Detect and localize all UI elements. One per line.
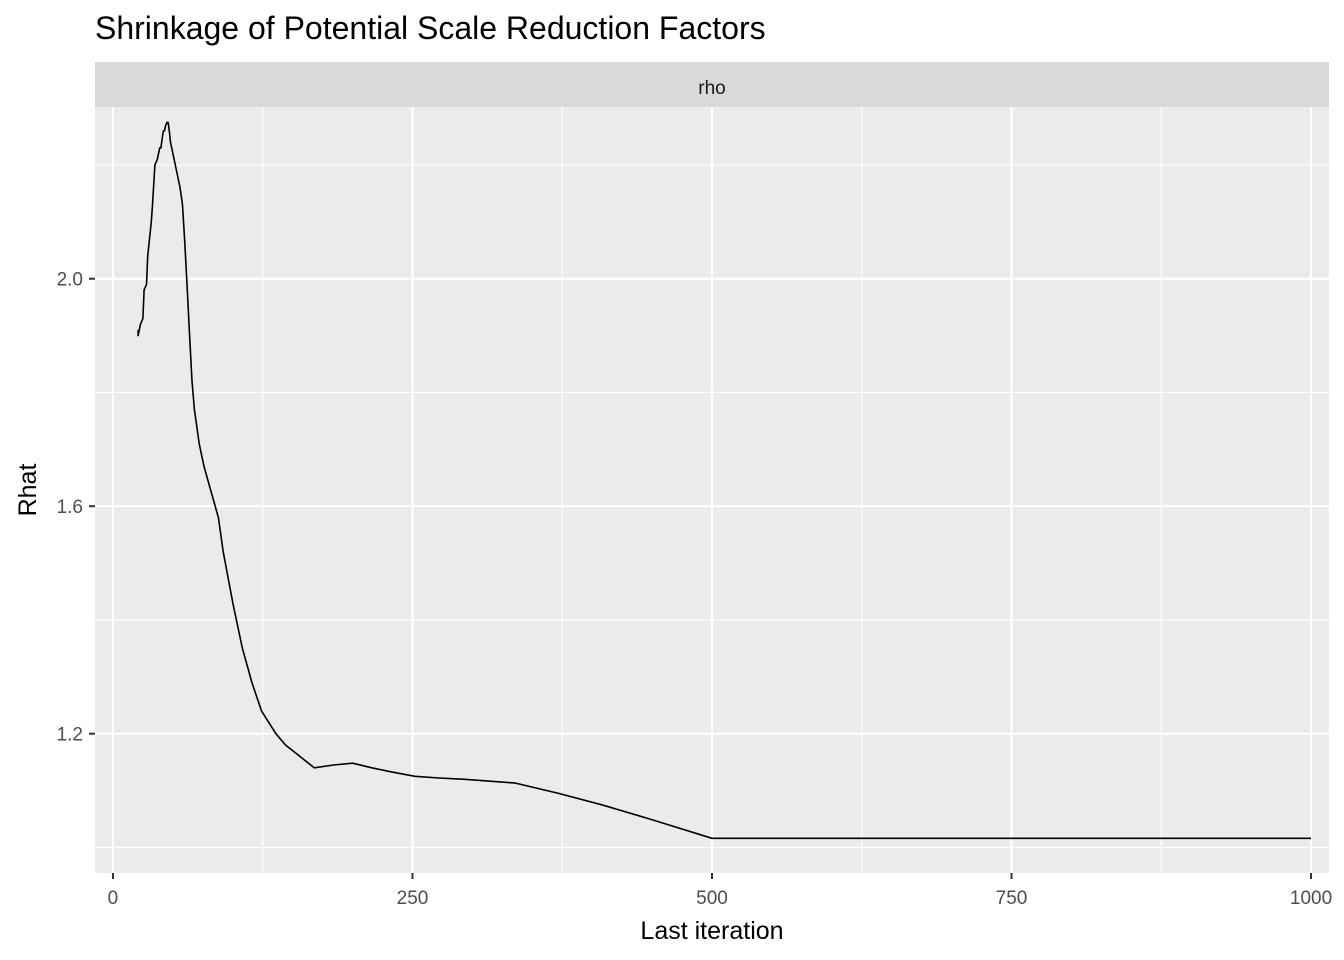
chart-title: Shrinkage of Potential Scale Reduction F… xyxy=(95,10,766,46)
series-layer xyxy=(137,121,1311,840)
x-tick-label: 750 xyxy=(996,888,1028,909)
y-tick-label: 1.2 xyxy=(57,725,83,746)
x-axis-title: Last iteration xyxy=(640,917,783,945)
y-axis-title: Rhat xyxy=(14,464,42,517)
x-tick-label: 1000 xyxy=(1290,888,1332,909)
facet-strip-label: rho xyxy=(698,78,725,99)
facet-strip xyxy=(95,62,1329,107)
rhat-series-line xyxy=(137,121,1311,840)
x-tick-label: 0 xyxy=(108,888,119,909)
x-axis: 0 250 500 750 1000 xyxy=(108,873,1332,909)
major-gridlines xyxy=(95,107,1329,873)
y-axis: 1.2 1.6 2.0 xyxy=(57,270,95,746)
y-tick-label: 2.0 xyxy=(57,270,83,291)
x-tick-label: 250 xyxy=(397,888,429,909)
y-tick-label: 1.6 xyxy=(57,497,83,518)
x-tick-label: 500 xyxy=(696,888,728,909)
